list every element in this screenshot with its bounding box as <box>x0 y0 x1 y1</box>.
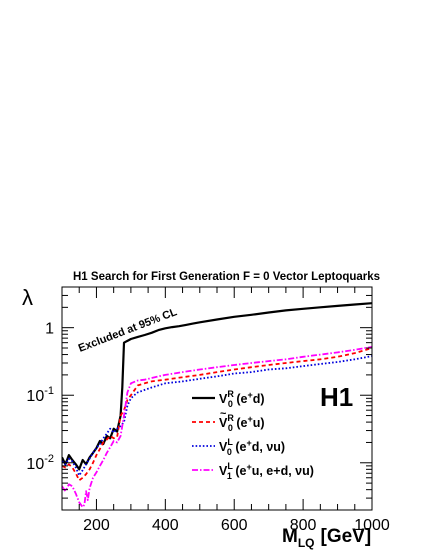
x-tick-label: 600 <box>221 517 248 534</box>
y-tick-label: 10-2 <box>26 453 54 473</box>
x-tick-label: 400 <box>152 517 179 534</box>
x-axis-label-sub: LQ <box>298 536 315 550</box>
series-line-3 <box>62 355 372 477</box>
legend-entry-2: VR 0 (e+u)~ <box>219 408 265 433</box>
x-tick-label: 1000 <box>354 517 390 534</box>
experiment-label: H1 <box>320 382 353 412</box>
legend-label: VR 0 (e+d) <box>219 389 265 409</box>
x-tick-label: 200 <box>83 517 110 534</box>
legend-entry-4: VL 1 (e+u, e+d, νu) <box>219 461 314 481</box>
series-layer <box>62 302 372 509</box>
y-tick-label: 1 <box>45 321 54 338</box>
legend-entry-3: VL 0 (e+d, νu) <box>219 437 285 457</box>
axis-layer: 200 400 600 800 1000 10-2 10-1 1 <box>26 286 390 534</box>
series-line-1 <box>62 302 372 471</box>
legend-tilde: ~ <box>220 408 227 420</box>
legend-label: VR 0 (e+u) <box>219 413 265 433</box>
legend-label: VL 0 (e+d, νu) <box>219 437 285 457</box>
x-axis-label-unit: [GeV] <box>321 526 372 547</box>
legend-entry-1: VR 0 (e+d) <box>219 389 265 409</box>
y-tick-label: 10-1 <box>26 385 54 405</box>
x-axis-label: MLQ [GeV] <box>282 526 371 550</box>
x-axis-label-main: M <box>282 526 298 547</box>
legend: VR 0 (e+d)VR 0 (e+u)~VL 0 (e+d, νu)VL 1 (e+u… <box>192 389 314 481</box>
plot-frame <box>61 286 373 511</box>
legend-label: VL 1 (e+u, e+d, νu) <box>219 461 314 481</box>
series-line-4 <box>62 346 372 509</box>
x-tick-label: 800 <box>290 517 317 534</box>
y-axis-label: λ <box>22 285 33 310</box>
chart-title: H1 Search for First Generation F = 0 Vec… <box>73 271 380 283</box>
